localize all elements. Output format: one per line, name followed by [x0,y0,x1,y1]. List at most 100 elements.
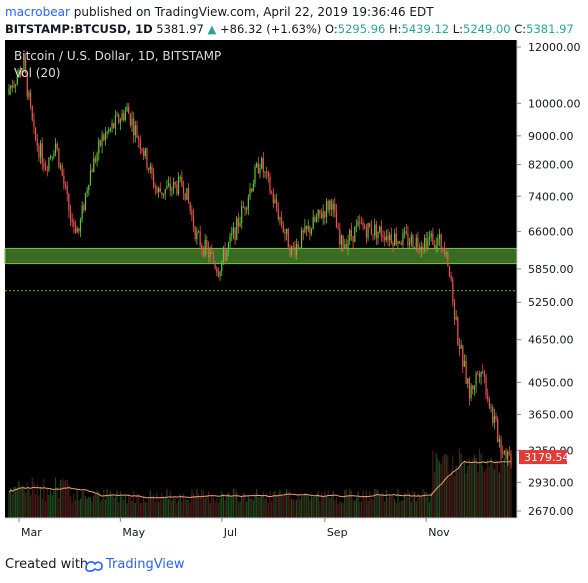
volume-bar [167,498,170,518]
candle-body [251,188,253,192]
candle-body [364,226,366,229]
candle-body [158,188,160,193]
candle-body [435,244,437,249]
x-tick-label: Nov [428,526,450,539]
volume-bar [20,488,22,518]
volume-bar [285,488,288,518]
volume-bar [39,486,42,518]
volume-bar [350,490,353,518]
volume-bar [468,458,471,518]
volume-bar [34,494,37,518]
volume-bar [355,498,358,518]
volume-bar [108,495,110,518]
candle-body [11,85,13,88]
candle-body [399,241,401,243]
volume-bar [294,499,296,518]
volume-bar [342,503,344,518]
candle-body [404,231,406,233]
y-tick-label: 4050.00 [528,376,574,389]
candle-body [8,88,10,95]
close-label: C: [514,22,527,36]
candle-body [48,157,50,170]
candle-body [88,184,90,190]
price-chart[interactable]: 12000.00 10000.00 9000.00 8200.00 7400.00 660… [0,40,588,548]
volume-bar [54,477,57,518]
candle-body [252,183,254,192]
chart-area[interactable]: 12000.00 10000.00 9000.00 8200.00 7400.00 660… [0,40,588,548]
candle-body [297,243,299,248]
y-tick-label: 10000.00 [528,97,581,110]
volume-bar [136,494,138,518]
volume-bar [154,501,156,518]
volume-bar [325,496,328,518]
volume-bar [257,497,259,518]
low-value: 5249.00 [463,22,511,36]
candle-body [86,189,88,194]
volume-bar [181,501,183,518]
candle-body [300,230,303,248]
candle-body [206,239,208,248]
volume-bar [98,491,100,518]
volume-bar [261,495,263,518]
volume-bar [443,454,446,518]
volume-bar [212,498,215,518]
volume-bar [445,454,447,518]
volume-bar [399,501,401,518]
volume-bar [330,496,333,518]
candle-body [154,186,156,189]
volume-bar [309,500,311,518]
y-tick-label: 12000.00 [528,41,581,54]
created-with-label: Created with [5,557,89,572]
volume-bar [327,490,329,518]
volume-bar [423,491,426,518]
x-tick-label: Mar [21,526,42,539]
volume-bar [493,469,495,518]
candle-body [354,227,356,243]
candle-body [94,158,97,162]
candle-body [330,200,333,210]
candle-body [259,168,261,174]
candle-body [247,197,249,208]
volume-bar [234,488,236,518]
candle-body [335,211,338,228]
tradingview-brand-link[interactable]: TradingView [106,557,185,572]
volume-bar [214,501,216,518]
volume-bar [244,493,246,518]
volume-bar [314,496,316,518]
candle-body [141,148,143,152]
volume-bar [375,488,377,518]
volume-bar [372,499,374,518]
candle-body [392,242,394,246]
volume-bar [177,499,180,518]
volume-bar [184,498,186,518]
volume-bar [334,499,336,518]
candle-body [305,225,308,230]
support-zone [4,247,518,265]
volume-bar [324,490,326,518]
candle-body [74,225,77,233]
volume-bar [492,463,494,518]
volume-bar [409,493,411,518]
volume-bar [58,498,60,518]
y-tick-label: 2670.00 [528,505,574,518]
candle-body [202,248,205,256]
y-tick-label: 7400.00 [528,190,574,203]
volume-bar [352,499,354,518]
candle-body [387,235,389,241]
published-text: published on TradingView.com, April 22, … [73,5,434,19]
volume-bar [43,478,45,518]
volume-bar [141,502,143,518]
volume-bar [407,489,409,518]
author-link[interactable]: macrobear [5,5,70,19]
y-tick-label: 8200.00 [528,159,574,172]
candle-body [337,227,339,230]
publish-info: macrobear published on TradingView.com, … [5,5,434,19]
candle-body [453,301,456,320]
candle-body [292,246,294,248]
candle-body [28,92,30,97]
candle-body [329,200,331,210]
candle-body [420,246,422,251]
volume-bar [242,492,244,518]
candle-body [465,360,467,384]
candle-body [339,229,341,245]
